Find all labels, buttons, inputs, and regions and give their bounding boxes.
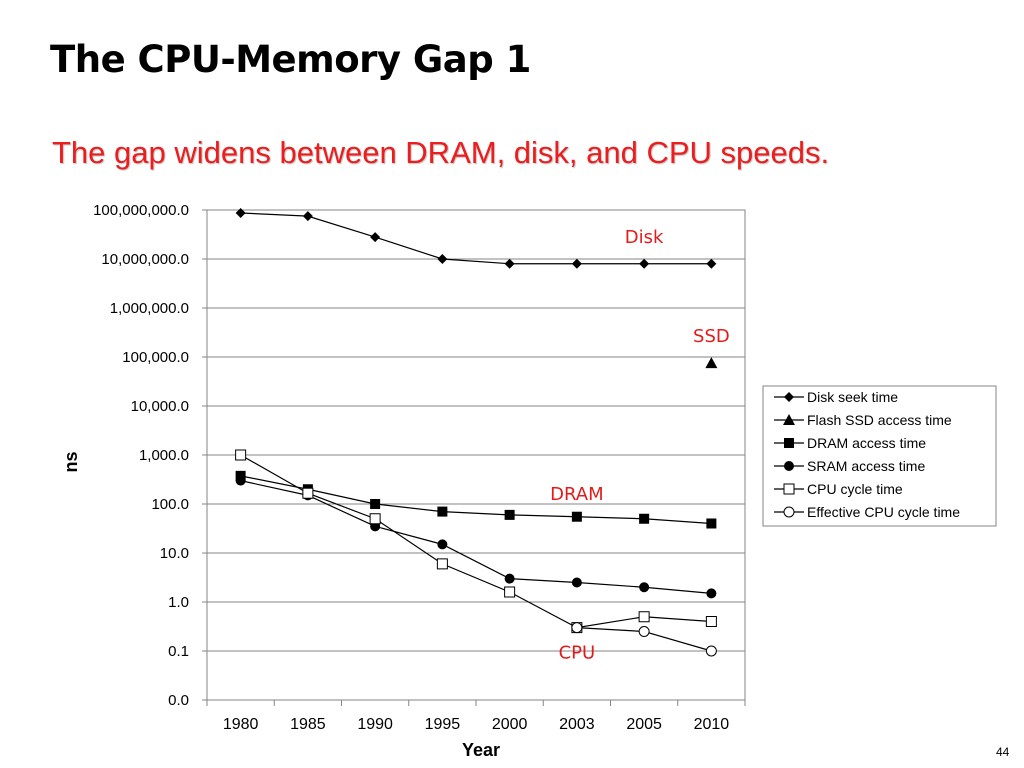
- legend-marker: [784, 461, 794, 471]
- y-tick-label: 1,000.0: [139, 447, 189, 464]
- legend-label: SRAM access time: [807, 458, 925, 474]
- data-point-sram-access-time: [504, 573, 515, 584]
- data-point-cpu-cycle-time: [436, 558, 448, 570]
- legend-marker: [784, 438, 794, 448]
- data-point-dram-access-time: [370, 499, 381, 509]
- legend-item-dram-access-time: DRAM access time: [774, 435, 926, 451]
- x-tick-label: 1980: [223, 716, 259, 733]
- data-point-dram-access-time: [706, 518, 717, 529]
- data-point-disk-seek-time: [437, 254, 448, 264]
- data-point-cpu-cycle-time: [302, 487, 314, 499]
- data-point-effective-cpu-cycle-time: [571, 622, 583, 634]
- series-line-sram-access-time: [240, 480, 712, 594]
- data-point-dram-access-time: [504, 509, 515, 520]
- annotations: Disk SSD DRAM CPU: [550, 227, 730, 663]
- data-point-sram-access-time: [571, 577, 582, 588]
- legend-item-flash-ssd-access-time: Flash SSD access time: [774, 412, 952, 428]
- legend-label: DRAM access time: [807, 435, 926, 451]
- legend-item-disk-seek-time: Disk seek time: [774, 389, 898, 405]
- x-axis-title: Year: [462, 740, 500, 760]
- data-point-cpu-cycle-time: [235, 449, 247, 461]
- legend-marker: [783, 414, 795, 425]
- y-tick-label: 0.0: [168, 692, 189, 709]
- x-tick-label: 2003: [559, 716, 595, 733]
- y-tick-label: 100,000,000.0: [93, 202, 189, 219]
- data-point-dram-access-time: [639, 513, 650, 524]
- data-point-effective-cpu-cycle-time: [705, 645, 717, 657]
- data-point-disk-seek-time: [302, 211, 313, 222]
- data-point-sram-access-time: [437, 539, 448, 550]
- legend-item-cpu-cycle-time: CPU cycle time: [774, 481, 903, 497]
- series-effective-cpu-cycle-time: [571, 622, 717, 657]
- y-tick-label: 10,000,000.0: [101, 251, 189, 268]
- annotation-ssd: SSD: [693, 326, 730, 347]
- y-tick-label: 10.0: [160, 545, 189, 562]
- x-axis-ticks: 1980 1985 1990 1995 2000 2003 2005 2010: [206, 700, 746, 733]
- data-point-sram-access-time: [639, 582, 650, 593]
- legend-item-effective-cpu-cycle-time: Effective CPU cycle time: [774, 504, 960, 520]
- data-point-disk-seek-time: [235, 207, 246, 218]
- data-point-sram-access-time: [706, 588, 717, 599]
- data-point-dram-access-time: [571, 511, 582, 522]
- legend-label: Effective CPU cycle time: [807, 504, 960, 520]
- data-point-flash-ssd-access-time: [705, 357, 718, 369]
- data-point-effective-cpu-cycle-time: [638, 626, 650, 638]
- legend-label: CPU cycle time: [807, 481, 903, 497]
- y-tick-label: 0.1: [168, 643, 189, 660]
- annotation-dram: DRAM: [550, 484, 603, 505]
- series-line-cpu-cycle-time: [240, 454, 712, 629]
- x-tick-label: 1995: [425, 716, 461, 733]
- y-tick-label: 100,000.0: [122, 349, 189, 366]
- legend-label: Flash SSD access time: [807, 412, 952, 428]
- data-point-sram-access-time: [235, 475, 246, 486]
- legend-marker: [783, 483, 795, 495]
- data-point-disk-seek-time: [639, 258, 650, 269]
- gridlines: [207, 209, 745, 701]
- series-line-disk-seek-time: [240, 212, 712, 265]
- y-axis-ticks: 0.0 0.1 1.0 10.0 100.0 1,000.0 10,000.0 100,000…: [93, 202, 207, 709]
- y-tick-label: 1,000,000.0: [110, 300, 189, 317]
- y-tick-label: 100.0: [151, 496, 189, 513]
- annotation-disk: Disk: [625, 227, 664, 248]
- legend-item-sram-access-time: SRAM access time: [774, 458, 925, 474]
- data-point-cpu-cycle-time: [638, 611, 650, 623]
- series-disk-seek-time: [235, 207, 717, 269]
- y-tick-label: 10,000.0: [131, 398, 189, 415]
- legend: Disk seek time Flash SSD access time DRAM …: [762, 385, 997, 527]
- data-point-cpu-cycle-time: [504, 586, 516, 598]
- data-point-cpu-cycle-time: [705, 615, 717, 627]
- legend-marker: [784, 392, 794, 402]
- slide-title: The CPU-Memory Gap 1: [50, 38, 531, 81]
- page-number: 44: [996, 745, 1010, 759]
- series-flash-ssd-access-time: [705, 357, 718, 369]
- y-axis-title: ns: [61, 451, 81, 472]
- slide-subtitle: The gap widens between DRAM, disk, and C…: [52, 135, 830, 170]
- data-point-disk-seek-time: [706, 258, 717, 269]
- data-point-disk-seek-time: [370, 232, 381, 243]
- x-tick-label: 1990: [357, 716, 393, 733]
- annotation-cpu: CPU: [559, 643, 596, 664]
- data-point-cpu-cycle-time: [369, 513, 381, 525]
- data-point-disk-seek-time: [504, 258, 515, 269]
- legend-label: Disk seek time: [807, 389, 898, 405]
- legend-marker: [783, 506, 795, 518]
- series-line-dram-access-time: [240, 475, 712, 525]
- legend-box: [762, 385, 997, 527]
- x-tick-label: 2010: [694, 716, 730, 733]
- data-point-dram-access-time: [437, 506, 448, 517]
- y-tick-label: 1.0: [168, 594, 189, 611]
- data-point-disk-seek-time: [571, 258, 582, 269]
- x-tick-label: 2005: [626, 716, 662, 733]
- series-cpu-cycle-time: [235, 449, 717, 634]
- x-tick-label: 2000: [492, 716, 528, 733]
- x-tick-label: 1985: [290, 716, 326, 733]
